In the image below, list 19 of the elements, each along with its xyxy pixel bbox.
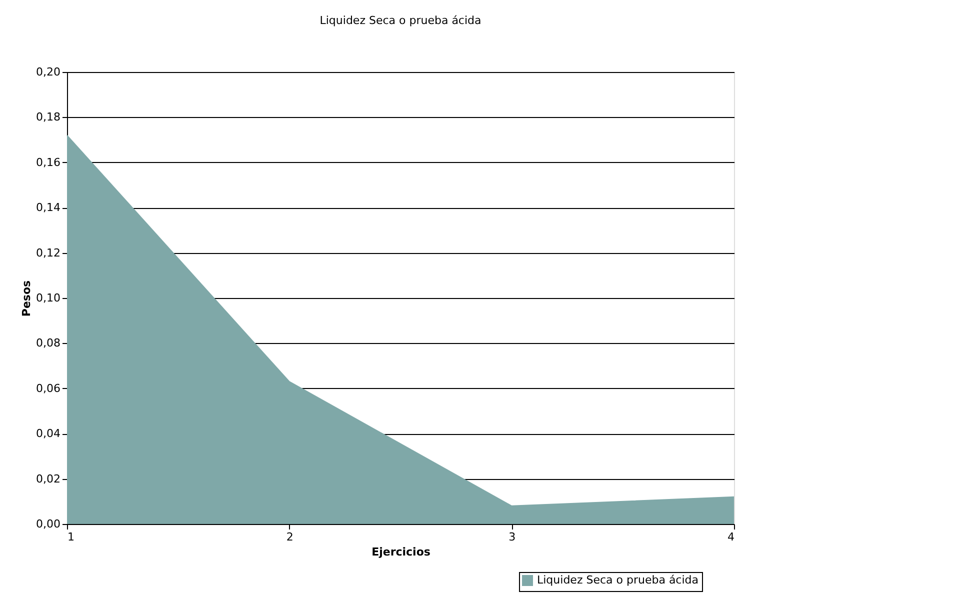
y-tick-label: 0,00 <box>36 518 60 530</box>
y-tick-label: 0,10 <box>36 292 60 304</box>
x-tick-label: 1 <box>68 530 74 544</box>
y-tick-label: 0,16 <box>36 156 60 169</box>
y-tick-label: 0,02 <box>36 472 60 486</box>
chart-title: Liquidez Seca o prueba ácida <box>320 14 482 27</box>
y-tick-label: 0,14 <box>36 201 60 214</box>
y-axis-title: Pesos <box>20 280 34 317</box>
y-tick-label: 0,06 <box>36 382 60 395</box>
y-tick-label: 0,18 <box>36 110 60 124</box>
x-tick-label: 2 <box>286 530 294 544</box>
x-tick-label: 4 <box>728 530 734 544</box>
legend-label: Liquidez Seca o prueba ácida <box>537 574 699 586</box>
y-tick-label: 0,12 <box>36 246 60 260</box>
x-tick-label: 3 <box>508 530 516 544</box>
x-axis-title: Ejercicios <box>372 546 431 558</box>
y-tick-label: 0,08 <box>36 336 60 350</box>
y-tick-label: 0,20 <box>36 66 60 78</box>
y-tick-label: 0,04 <box>36 427 60 440</box>
